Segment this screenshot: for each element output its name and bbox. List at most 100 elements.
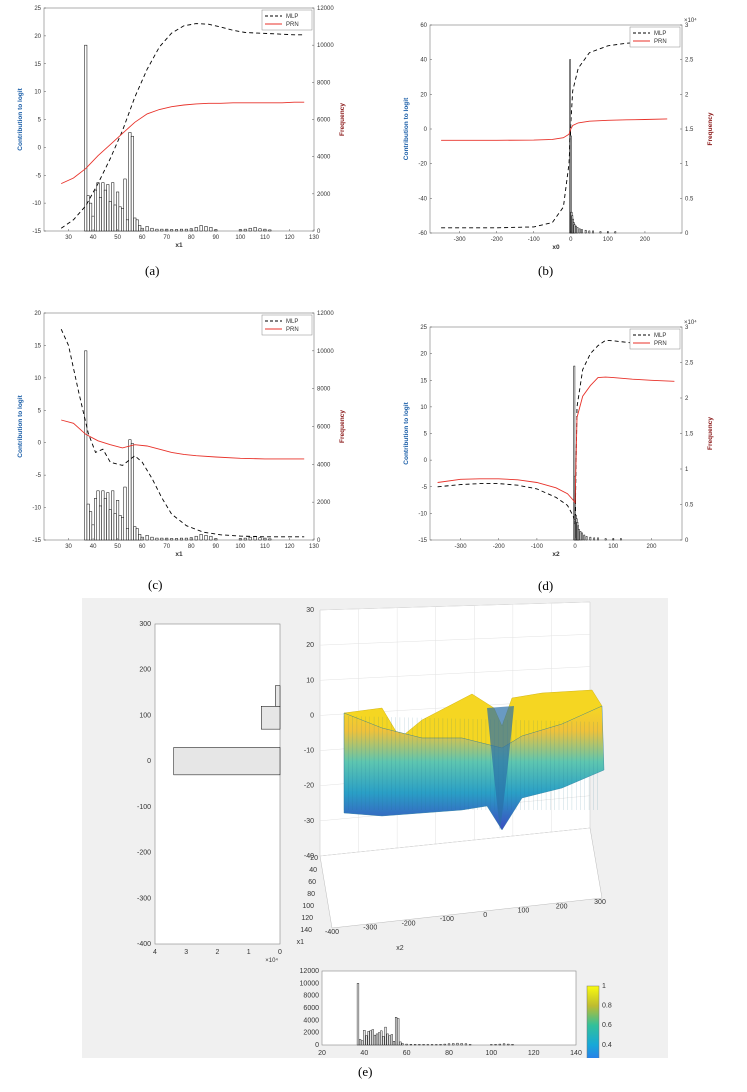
histogram-bar	[108, 509, 112, 541]
bottom-y-tick-label: 6000	[303, 1005, 319, 1012]
surface-z-tick-label: -10	[304, 748, 314, 755]
histogram-bar	[155, 537, 159, 541]
histogram-bar	[194, 535, 198, 541]
y-left-tick-label: 25	[420, 325, 427, 331]
surface-x2-tick-label: -400	[325, 929, 339, 936]
bottom-histogram-bar	[363, 1030, 366, 1046]
y-right-tick-label: 0	[685, 538, 689, 544]
y-right-tick-label: 2	[685, 396, 689, 402]
surface-x2-tick-label: 0	[483, 912, 487, 919]
y-left-tick-label: 25	[34, 6, 41, 12]
left-x-tick-label: 2	[216, 949, 220, 956]
histogram-bar	[89, 511, 93, 541]
histogram-bar	[614, 231, 617, 234]
bottom-histogram-bar	[405, 1043, 408, 1046]
surface-front-face	[343, 705, 605, 831]
histogram-bar	[170, 229, 174, 232]
y-right-tick-label: 6000	[317, 118, 331, 124]
y-right-tick-label: 2	[685, 92, 689, 98]
y-right-tick-label: 1.5	[685, 432, 694, 438]
histogram-bar	[597, 537, 599, 541]
x-tick-label: 0	[569, 237, 573, 243]
bottom-x-tick-label: 20	[318, 1050, 326, 1057]
bottom-histogram-bar	[443, 1043, 446, 1046]
y-left-tick-label: 20	[34, 34, 41, 40]
y-right-tick-label: 0.5	[685, 196, 694, 202]
histogram-bar	[170, 538, 174, 541]
histogram-bar	[175, 538, 179, 541]
legend-box	[261, 9, 313, 31]
y-left-tick-label: 5	[424, 432, 428, 438]
left-y-tick-label: 0	[147, 758, 151, 765]
x-tick-label: 80	[188, 235, 195, 241]
bottom-histogram-bar	[375, 1033, 379, 1046]
bottom-y-tick-label: 8000	[303, 993, 319, 1000]
x-tick-label: -100	[531, 544, 544, 550]
y-right-tick-label: 6000	[317, 425, 331, 431]
histogram-bar	[123, 486, 127, 541]
y-right-axis-label: Frequency	[339, 410, 346, 443]
y-left-tick-label: -5	[422, 485, 428, 491]
y-right-tick-label: 3	[685, 325, 689, 331]
surface-grid-line	[319, 601, 591, 611]
y-left-tick-label: 20	[420, 92, 427, 98]
bottom-histogram-bar	[390, 1034, 393, 1046]
histogram-bar	[588, 230, 591, 234]
y-right-tick-label: 10000	[317, 349, 334, 355]
series-prn-line	[437, 376, 675, 505]
y-left-tick-label: -60	[418, 231, 427, 237]
surface-x1-tick-label: 140	[300, 927, 312, 934]
left-x-tick-label: 0	[278, 949, 282, 956]
y-right-tick-label: 2000	[317, 192, 331, 198]
surface-x2-tick-label: 100	[518, 908, 530, 915]
x-tick-label: 130	[309, 235, 320, 241]
y-left-tick-label: 0	[38, 441, 42, 447]
y-right-exponent: ×10⁴	[684, 319, 697, 326]
histogram-bar	[209, 535, 213, 541]
histogram-bar	[101, 490, 105, 541]
legend-prn-label: PRN	[654, 39, 667, 45]
x-axis-label: x2	[552, 551, 560, 558]
left-bar-plot-area	[154, 623, 281, 945]
bottom-histogram-bar	[507, 1043, 510, 1046]
x-tick-label: 90	[212, 235, 219, 241]
histogram-bar	[248, 536, 252, 541]
caption-d: (d)	[538, 578, 554, 593]
bottom-histogram-bar	[498, 1043, 501, 1046]
bottom-histogram-bar	[356, 983, 360, 1046]
x-tick-label: 40	[90, 235, 97, 241]
y-right-tick-label: 3	[685, 23, 689, 29]
y-left-axis-label: Contribution to logit	[403, 97, 410, 160]
y-right-axis-label: Frequency	[339, 103, 346, 136]
surface-z-tick-label: 20	[306, 642, 314, 649]
colorbar-tick-label: 0.4	[602, 1042, 612, 1049]
histogram-bar	[118, 206, 122, 232]
legend-prn-label: PRN	[654, 341, 667, 347]
bottom-histogram-bar	[452, 1043, 455, 1046]
histogram-bar	[128, 439, 132, 541]
histogram-bar	[243, 228, 247, 232]
y-left-tick-label: 0	[38, 145, 42, 151]
colorbar-tick-label: 0.6	[602, 1022, 612, 1029]
chart-c: 30 40 50 60 70 80 90 100 110 120 130 -15 -10 -5 0 5 10 15…	[17, 311, 346, 558]
x-tick-label: 130	[309, 544, 320, 550]
y-right-tick-label: 2.5	[685, 58, 694, 64]
histogram-bar	[106, 492, 110, 541]
histogram-bar	[121, 208, 125, 232]
histogram-bar	[108, 201, 112, 232]
y-left-tick-label: -15	[32, 538, 41, 544]
bottom-histogram-bar	[422, 1044, 425, 1046]
surface-z-tick-label: 30	[306, 607, 314, 614]
bottom-x-tick-label: 40	[360, 1050, 368, 1057]
left-x-tick-label: 1	[247, 949, 251, 956]
bottom-histogram-bar	[361, 1040, 364, 1046]
histogram-bar	[578, 228, 581, 234]
bottom-histogram-bar	[494, 1044, 497, 1046]
y-right-tick-label: 2.5	[685, 361, 694, 367]
histogram-bar	[184, 537, 188, 541]
left-y-tick-label: -400	[137, 941, 151, 948]
left-x-exponent: ×10⁴	[265, 957, 278, 964]
bottom-histogram-bar	[511, 1044, 514, 1046]
series-prn-line	[441, 118, 668, 141]
